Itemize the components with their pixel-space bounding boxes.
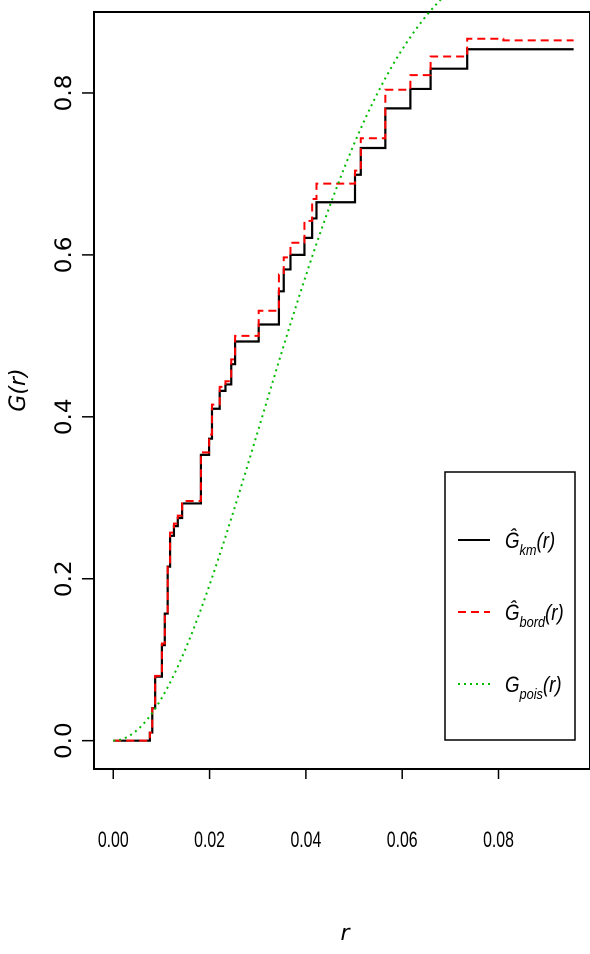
x-tick-label: 0.00 (98, 829, 129, 853)
series-line-km (113, 48, 574, 742)
legend-box (444, 471, 576, 741)
y-tick-label: 0.4 (51, 398, 76, 435)
legend-label: Ĝbord(r) (505, 601, 564, 631)
legend-label: Gpois(r) (505, 674, 562, 703)
series-line-bord (113, 37, 574, 742)
axis-layer: 0.00 0.02 0.04 0.06 0.08 0.0 0.2 0.4 0.6 0.8 (51, 75, 513, 853)
x-tick-label: 0.08 (483, 829, 514, 853)
x-tick-label: 0.02 (194, 829, 225, 853)
legend: Ĝkm(r) Ĝbord(r) Gpois(r) (444, 471, 576, 741)
y-tick-label: 0.2 (51, 560, 76, 597)
y-tick-label: 0.8 (51, 75, 76, 112)
legend-label: Ĝkm(r) (505, 529, 555, 559)
y-tick-label: 0.0 (51, 722, 76, 759)
x-axis-label: r (340, 921, 351, 946)
series-line-pois (113, 0, 442, 742)
x-tick-label: 0.06 (387, 829, 418, 853)
series-layer (113, 0, 574, 742)
y-tick-label: 0.6 (51, 237, 76, 274)
x-tick-label: 0.04 (290, 829, 321, 853)
y-axis-label: G(r) (6, 368, 31, 411)
